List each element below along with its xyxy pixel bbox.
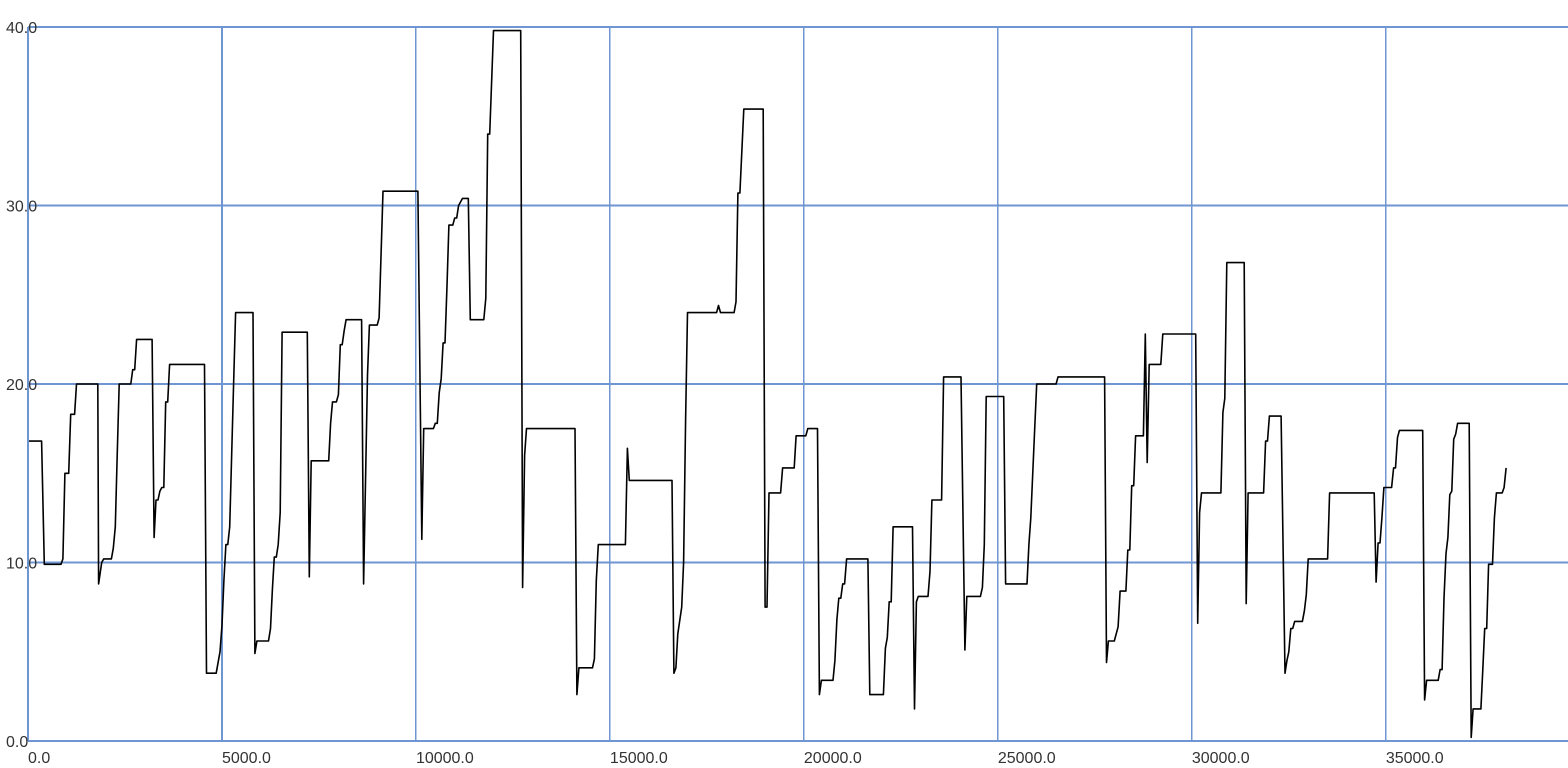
grid-lines <box>28 26 1568 741</box>
y-tick-label: 10.0 <box>6 556 37 573</box>
x-tick-label: 10000.0 <box>416 750 474 767</box>
x-tick-label: 25000.0 <box>998 750 1056 767</box>
x-tick-label: 20000.0 <box>804 750 862 767</box>
y-tick-label: 20.0 <box>6 377 37 394</box>
series-layer <box>28 29 1507 739</box>
y-tick-label: 30.0 <box>6 199 37 216</box>
x-tick-labels: 0.0 5000.0 10000.0 15000.0 20000.0 25000.0 300… <box>28 750 1444 767</box>
series-line-0 <box>28 29 1507 739</box>
x-tick-label: 5000.0 <box>222 750 271 767</box>
x-tick-label: 15000.0 <box>610 750 668 767</box>
y-tick-labels: 0.0 10.0 20.0 30.0 40.0 <box>6 20 37 751</box>
axes <box>27 27 1568 742</box>
x-tick-label: 35000.0 <box>1386 750 1444 767</box>
y-tick-label: 40.0 <box>6 20 37 37</box>
x-tick-label: 0.0 <box>28 750 50 767</box>
y-tick-label: 0.0 <box>6 734 28 751</box>
x-tick-label: 30000.0 <box>1192 750 1250 767</box>
